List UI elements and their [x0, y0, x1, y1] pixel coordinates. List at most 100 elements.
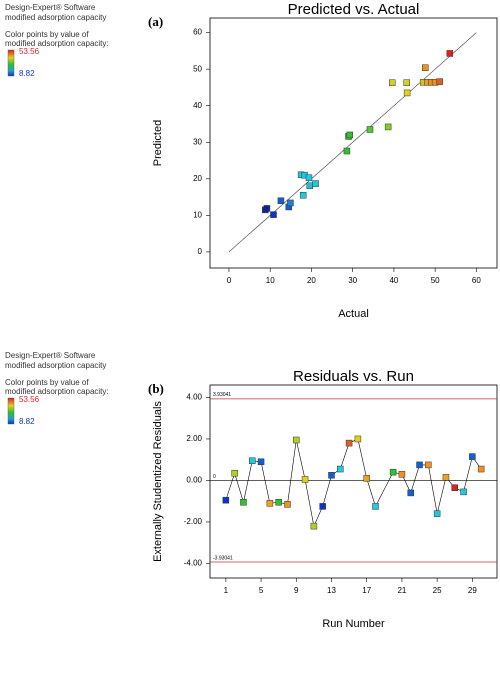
- y-tick-label: 4.00: [186, 393, 202, 402]
- data-point: [354, 435, 362, 443]
- data-point: [287, 199, 294, 207]
- data-point: [284, 501, 291, 508]
- data-point: [343, 147, 351, 155]
- panel-label: (a): [148, 14, 163, 29]
- x-tick-label: 29: [468, 586, 477, 595]
- software-label: Design-Expert® Software: [5, 351, 96, 360]
- legend-title: Color points by value of: [5, 378, 89, 387]
- fit-line: [228, 32, 477, 253]
- data-point: [263, 205, 271, 212]
- data-point: [277, 197, 285, 204]
- data-point: [389, 468, 397, 476]
- legend-title: Color points by value of: [5, 30, 89, 39]
- data-point: [293, 436, 300, 444]
- legend-title: modified adsorption capacity:: [5, 387, 109, 396]
- data-point: [299, 192, 307, 199]
- x-tick-label: 0: [227, 276, 232, 285]
- y-axis-label: Predicted: [152, 120, 164, 166]
- response-label: modified adsorption capacity: [5, 13, 106, 22]
- x-tick-label: 10: [266, 276, 275, 285]
- x-tick-label: 25: [433, 586, 442, 595]
- residual-line: [225, 438, 482, 528]
- data-point: [257, 458, 265, 466]
- panel-label: (b): [148, 381, 164, 396]
- color-max: 53.56: [19, 395, 40, 404]
- plot-frame: [209, 17, 498, 269]
- x-axis-label: Actual: [338, 308, 369, 320]
- data-point: [425, 461, 432, 469]
- data-point: [270, 211, 277, 218]
- x-tick-label: 60: [472, 276, 481, 285]
- data-point: [222, 496, 230, 504]
- x-tick-label: 50: [431, 276, 440, 285]
- data-point: [301, 476, 309, 483]
- data-point: [422, 64, 429, 71]
- x-tick-label: 40: [389, 276, 398, 285]
- x-tick-label: 20: [307, 276, 316, 285]
- data-point: [275, 499, 282, 506]
- y-tick-label: 30: [193, 137, 202, 146]
- data-point: [366, 126, 374, 133]
- reference-label: -3.93041: [213, 555, 233, 561]
- y-tick-label: -4.00: [184, 559, 203, 568]
- data-point: [469, 453, 476, 460]
- data-point: [407, 489, 414, 497]
- chart-title: Residuals vs. Run: [293, 368, 414, 385]
- chart-title: Predicted vs. Actual: [288, 1, 420, 18]
- plot-frame: [209, 384, 498, 579]
- data-point: [433, 510, 441, 517]
- data-point: [249, 457, 256, 464]
- color-max: 53.56: [19, 47, 40, 56]
- y-tick-label: -2.00: [184, 517, 203, 526]
- data-point: [451, 484, 458, 491]
- data-point: [240, 499, 247, 506]
- color-bar: [7, 49, 15, 77]
- data-point: [346, 131, 354, 139]
- color-bar: [7, 397, 15, 425]
- x-tick-label: 1: [224, 586, 229, 595]
- x-tick-label: 5: [259, 586, 264, 595]
- data-point: [372, 503, 379, 510]
- data-point: [477, 465, 485, 473]
- y-tick-label: 50: [193, 64, 202, 73]
- reference-label: 3.93041: [213, 392, 231, 398]
- data-point: [436, 78, 443, 85]
- x-tick-label: 17: [362, 586, 371, 595]
- y-tick-label: 2.00: [186, 434, 202, 443]
- data-point: [328, 472, 335, 479]
- color-min: 8.82: [19, 417, 35, 426]
- software-label: Design-Expert® Software: [5, 3, 96, 12]
- x-axis-label: Run Number: [322, 618, 385, 630]
- data-point: [460, 488, 467, 496]
- color-min: 8.82: [19, 69, 35, 78]
- data-point: [403, 89, 411, 97]
- data-point: [398, 470, 406, 478]
- x-tick-label: 13: [327, 586, 336, 595]
- y-tick-label: 10: [193, 210, 202, 219]
- y-tick-label: 40: [193, 101, 202, 110]
- y-tick-label: 0: [198, 247, 203, 256]
- y-axis-label: Externally Studentized Residuals: [152, 401, 164, 562]
- data-point: [337, 465, 344, 473]
- reference-label: 0: [213, 474, 216, 480]
- x-tick-label: 30: [348, 276, 357, 285]
- y-tick-label: 0.00: [186, 476, 202, 485]
- data-point: [403, 79, 410, 86]
- data-point: [442, 474, 450, 481]
- data-point: [310, 522, 318, 530]
- data-point: [231, 469, 238, 477]
- data-point: [306, 182, 314, 190]
- x-tick-label: 21: [397, 586, 406, 595]
- data-point: [416, 461, 423, 469]
- data-point: [363, 475, 370, 482]
- data-point: [312, 180, 319, 187]
- y-tick-label: 60: [193, 28, 202, 37]
- y-tick-label: 20: [193, 174, 202, 183]
- data-point: [266, 500, 274, 507]
- data-point: [305, 174, 313, 181]
- x-tick-label: 9: [294, 586, 299, 595]
- legend-title: modified adsorption capacity:: [5, 39, 109, 48]
- data-point: [446, 50, 454, 57]
- data-point: [345, 439, 353, 447]
